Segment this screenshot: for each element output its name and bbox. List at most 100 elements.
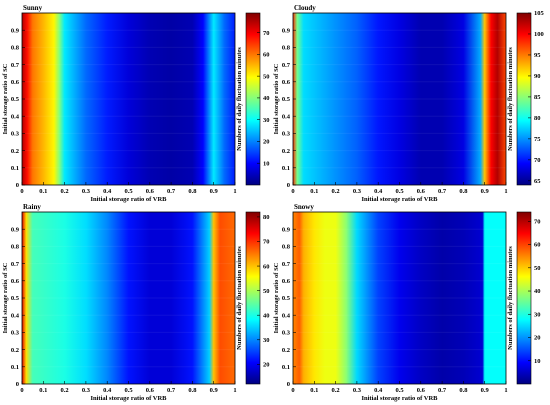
colorbar-tick-label: 30 — [534, 311, 541, 318]
colorbar-tick-label: 10 — [534, 358, 541, 365]
y-tick-label: 0.9 — [282, 27, 291, 34]
x-tick-label: 0.8 — [188, 188, 197, 195]
panel-title: Cloudy — [294, 4, 316, 12]
x-tick-label: 0.9 — [210, 188, 219, 195]
x-tick-label: 0.4 — [103, 387, 112, 394]
heatmap-panel-rainy: 0 0.1 0.2 0.3 0.4 0.5 0.6 0.7 0.8 0.9 1 0 0.1 0.2 0.3 0… — [2, 203, 270, 402]
y-tick-label: 0 — [287, 381, 290, 388]
x-tick-label: 0.3 — [82, 387, 91, 394]
colorbar-tick-label: 30 — [263, 337, 270, 344]
y-tick-label: 0.9 — [282, 226, 291, 233]
colorbar-tick-label: 20 — [263, 362, 270, 369]
colorbar-scale — [245, 12, 261, 186]
x-tick-label: 0.8 — [188, 387, 197, 394]
colorbar-tick-label: 40 — [534, 288, 541, 295]
colorbar-tick-label: 50 — [534, 265, 541, 272]
x-tick-label: 0.7 — [438, 188, 447, 195]
heatmap-panel-sunny: 0 0.1 0.2 0.3 0.4 0.5 0.6 0.7 0.8 0.9 100.10.20.30… — [2, 4, 270, 203]
colorbar-tick-label: 100 — [534, 31, 544, 38]
colorbar-label: Numbers of daily fluctuation minutes — [507, 47, 514, 151]
x-tick-label: 0 — [291, 188, 294, 195]
colorbar-label: Numbers of daily fluctuation minutes — [236, 47, 243, 151]
y-tick-label: 0.5 — [11, 295, 20, 302]
y-axis-label: Initial storage ratio of SC — [2, 262, 9, 333]
y-tick-label: 0.6 — [11, 79, 20, 86]
y-tick-label: 0.7 — [282, 62, 291, 69]
x-tick-label: 0.5 — [124, 387, 133, 394]
colorbar-tick-label: 40 — [263, 95, 270, 102]
x-axis-label: Initial storage ratio of VRB — [90, 395, 167, 402]
x-axis-label: Initial storage ratio of VRB — [361, 196, 438, 203]
y-tick-label: 0.7 — [11, 62, 20, 69]
panel-title: Sunny — [23, 4, 43, 12]
panel-title: Rainy — [23, 203, 41, 211]
x-tick-label: 0.2 — [61, 188, 69, 195]
y-tick-label: 0.8 — [11, 244, 20, 251]
y-tick-label: 0.9 — [11, 27, 20, 34]
x-tick-label: 0.9 — [210, 387, 219, 394]
colorbar-tick-label: 65 — [534, 178, 541, 185]
colorbar-tick-label: 70 — [263, 30, 270, 37]
x-tick-label: 0.6 — [146, 387, 155, 394]
colorbar-tick-label: 30 — [263, 117, 270, 124]
heatmap-panel-cloudy: 0 0.1 0.2 0.3 0.4 0.5 0.6 0.7 0.8 0.9 1 0 0.1 0.2 0.3 0… — [273, 4, 545, 203]
y-tick-label: 0 — [287, 182, 290, 189]
x-tick-label: 0.3 — [353, 387, 362, 394]
x-tick-label: 0.2 — [332, 188, 340, 195]
colorbar-scale — [245, 211, 261, 385]
y-axis-label: Initial storage ratio of SC — [273, 262, 280, 333]
colorbar-label: Numbers of daily fluctuation minutes — [236, 246, 243, 350]
y-tick-label: 0.3 — [11, 131, 20, 138]
x-tick-label: 0.9 — [481, 387, 490, 394]
colorbar-tick-label: 105 — [534, 10, 545, 17]
colorbar-tick-label: 80 — [263, 214, 270, 221]
colorbar-tick-label: 60 — [263, 263, 270, 270]
x-tick-label: 0 — [20, 387, 23, 394]
colorbar-tick-label: 20 — [263, 139, 270, 146]
y-tick-label: 0 — [16, 182, 19, 189]
heatmap-field — [293, 13, 506, 185]
colorbar-tick-label: 85 — [534, 94, 541, 101]
x-tick-label: 0.1 — [39, 188, 47, 195]
y-tick-label: 0.8 — [11, 45, 20, 52]
x-tick-label: 1 — [504, 188, 507, 195]
y-tick-label: 0.2 — [11, 148, 19, 155]
colorbar-tick-label: 70 — [534, 218, 541, 225]
x-tick-label: 0 — [20, 188, 23, 195]
y-tick-label: 0.4 — [11, 312, 20, 319]
x-tick-label: 0.6 — [417, 387, 426, 394]
y-tick-label: 0.8 — [282, 45, 291, 52]
x-tick-label: 0.5 — [395, 188, 404, 195]
x-tick-label: 0.5 — [395, 387, 404, 394]
y-tick-label: 0.1 — [11, 165, 19, 172]
y-tick-label: 0.5 — [282, 295, 291, 302]
colorbar-tick-label: 50 — [263, 288, 270, 295]
y-tick-label: 0.9 — [11, 226, 20, 233]
x-tick-label: 0.6 — [417, 188, 426, 195]
colorbar-tick-label: 10 — [263, 160, 270, 167]
y-tick-label: 0.4 — [282, 113, 291, 120]
y-tick-label: 0.6 — [11, 278, 20, 285]
y-tick-label: 0.4 — [282, 312, 291, 319]
heatmap-field — [293, 212, 506, 384]
heatmap-field — [22, 13, 235, 185]
x-tick-label: 0 — [291, 387, 294, 394]
x-tick-label: 0.7 — [167, 188, 176, 195]
y-tick-label: 0.2 — [282, 148, 290, 155]
y-tick-label: 0 — [16, 381, 19, 388]
colorbar-tick-label: 40 — [263, 312, 270, 319]
colorbar: 10 20 30 40 50 60 70 — [516, 211, 541, 385]
x-tick-label: 0.5 — [124, 188, 133, 195]
y-tick-label: 0.7 — [282, 261, 291, 268]
x-tick-label: 0.4 — [374, 387, 383, 394]
x-tick-label: 0.1 — [39, 387, 47, 394]
x-tick-label: 0.3 — [353, 188, 362, 195]
colorbar-tick-label: 20 — [534, 335, 541, 342]
colorbar: 65 70 75 80 85 90 95 100 105 — [516, 10, 545, 186]
x-tick-label: 0.2 — [332, 387, 340, 394]
y-tick-label: 0.6 — [282, 278, 291, 285]
x-tick-label: 0.6 — [146, 188, 155, 195]
panel-title: Snowy — [294, 203, 314, 211]
x-tick-label: 0.2 — [61, 387, 69, 394]
colorbar: 20 30 40 50 60 70 80 — [245, 211, 270, 385]
